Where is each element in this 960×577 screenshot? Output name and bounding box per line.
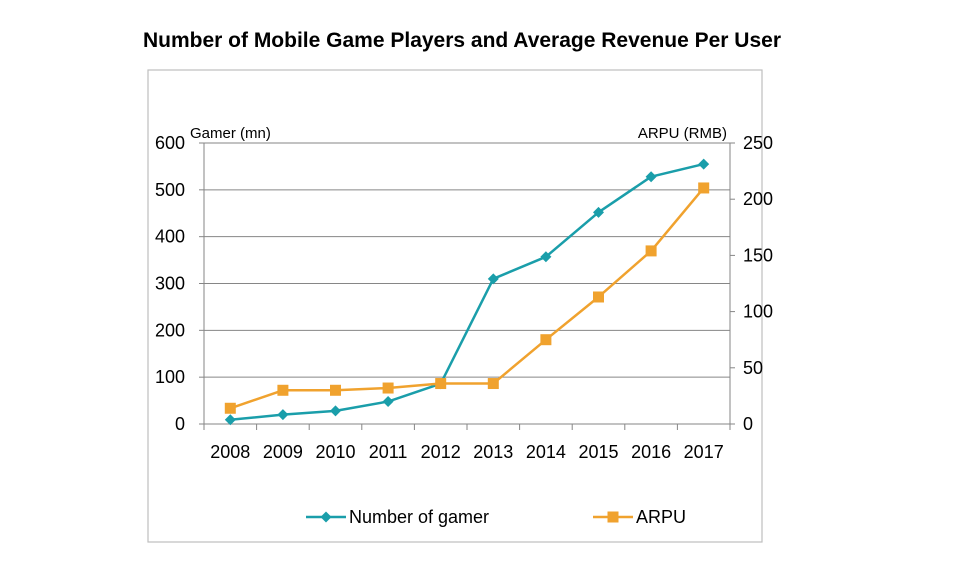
y-left-tick-label: 500 [155,180,185,200]
legend-label: Number of gamer [349,507,489,527]
x-tick-label: 2017 [684,442,724,462]
y-left-tick-label: 600 [155,133,185,153]
data-point [698,182,710,194]
x-tick-label: 2014 [526,442,566,462]
x-tick-label: 2013 [473,442,513,462]
data-point [487,273,499,285]
chart-border [147,69,763,543]
y-right-tick-label: 0 [743,414,753,434]
series-line [229,187,705,410]
y-left-tick-labels: 0 100 200 300 400 500 600 [155,133,185,434]
data-point [645,245,657,257]
legend-marker [607,511,619,523]
y-right-tick-label: 100 [743,302,773,322]
data-point [224,414,236,426]
series-arpu [224,182,710,414]
gridlines [204,142,730,378]
y-left-axis-label: Gamer (mn) [190,125,271,142]
data-point [330,384,341,396]
y-left-tick-label: 100 [155,367,185,387]
x-tick-label: 2009 [263,442,303,462]
x-tick-label: 2015 [578,442,618,462]
y-left-tick-label: 0 [175,414,185,434]
x-tick-label: 2016 [631,442,671,462]
data-point [382,396,394,408]
y-left-tick-label: 400 [155,227,185,247]
data-point [382,382,394,394]
data-point [277,384,289,396]
data-point [540,251,552,263]
legend: Number of gamer ARPU [306,507,686,527]
data-point [224,402,236,414]
legend-marker [320,511,332,523]
data-point [593,206,604,218]
y-right-tick-label: 150 [743,245,773,265]
x-tick-label: 2011 [369,442,408,462]
y-right-tick-label: 200 [743,189,773,209]
y-right-tick-label: 250 [743,133,773,153]
chart-title: Number of Mobile Game Players and Averag… [143,29,781,52]
data-point [330,405,341,417]
data-point [645,171,657,183]
y-right-tick-labels: 0 50 100 150 200 250 [743,133,773,434]
x-tick-label: 2012 [421,442,461,462]
legend-label: ARPU [636,507,686,527]
y-left-tick-label: 300 [155,274,185,294]
series-number-of-gamer [224,158,710,426]
legend-item: Number of gamer [306,507,489,527]
y-right-tick-label: 50 [743,358,763,378]
y-left-tick-label: 200 [155,320,185,340]
data-point [277,409,289,421]
data-point [698,158,710,170]
x-tick-label: 2010 [315,442,355,462]
axes [199,142,735,430]
data-point [435,378,447,390]
x-tick-label: 2008 [210,442,250,462]
y-right-axis-label: ARPU (RMB) [638,125,727,142]
data-point [540,334,552,346]
data-point [487,378,499,390]
legend-item: ARPU [593,507,686,527]
series-line [230,162,704,422]
x-tick-labels: 2008 2009 2010 2011 2012 2013 2014 2015 2016 2017 [210,442,723,462]
series-lines [224,158,710,426]
data-point [593,291,604,303]
